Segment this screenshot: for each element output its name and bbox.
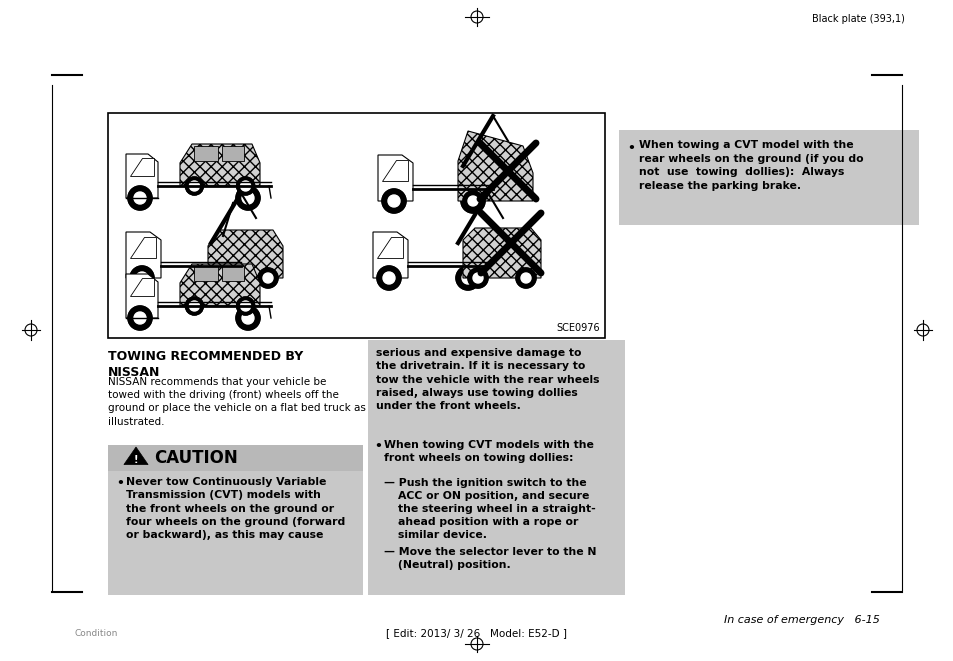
Circle shape xyxy=(242,312,253,324)
Text: ACC or ON position, and secure: ACC or ON position, and secure xyxy=(397,491,589,501)
Text: When towing CVT models with the
front wheels on towing dollies:: When towing CVT models with the front wh… xyxy=(384,440,594,463)
Circle shape xyxy=(128,306,152,330)
Polygon shape xyxy=(221,266,244,281)
Circle shape xyxy=(376,266,400,290)
Text: — Push the ignition switch to the: — Push the ignition switch to the xyxy=(384,478,586,488)
Text: CAUTION: CAUTION xyxy=(153,449,237,467)
Text: — Move the selector lever to the N: — Move the selector lever to the N xyxy=(384,547,596,557)
Polygon shape xyxy=(124,447,148,465)
Circle shape xyxy=(520,273,531,283)
Polygon shape xyxy=(208,230,283,278)
Text: •: • xyxy=(626,142,634,155)
Polygon shape xyxy=(377,155,413,201)
Circle shape xyxy=(235,306,260,330)
Polygon shape xyxy=(373,232,408,278)
Bar xyxy=(108,445,363,471)
Polygon shape xyxy=(130,237,156,258)
Circle shape xyxy=(236,297,254,315)
Polygon shape xyxy=(180,144,260,186)
Polygon shape xyxy=(130,278,153,296)
Polygon shape xyxy=(130,158,153,176)
Text: Condition: Condition xyxy=(75,629,118,638)
Bar xyxy=(108,445,363,595)
Circle shape xyxy=(460,189,484,213)
Polygon shape xyxy=(194,266,218,281)
Circle shape xyxy=(468,196,477,206)
Text: similar device.: similar device. xyxy=(397,530,486,540)
Circle shape xyxy=(263,273,273,283)
Text: When towing a CVT model with the
rear wheels on the ground (if you do
not  use  : When towing a CVT model with the rear wh… xyxy=(639,140,862,191)
Text: SCE0976: SCE0976 xyxy=(556,323,599,333)
Bar xyxy=(368,340,624,595)
Circle shape xyxy=(133,312,146,324)
Circle shape xyxy=(516,268,536,288)
Circle shape xyxy=(130,266,153,290)
Text: In case of emergency   6-15: In case of emergency 6-15 xyxy=(723,615,879,625)
Polygon shape xyxy=(381,160,408,181)
Circle shape xyxy=(473,273,482,283)
Bar xyxy=(108,113,604,338)
Text: serious and expensive damage to
the drivetrain. If it is necessary to
tow the ve: serious and expensive damage to the driv… xyxy=(375,348,598,411)
Circle shape xyxy=(190,301,199,311)
Polygon shape xyxy=(462,228,540,278)
Circle shape xyxy=(133,192,146,204)
Circle shape xyxy=(240,301,251,311)
Polygon shape xyxy=(126,154,158,198)
Text: ahead position with a rope or: ahead position with a rope or xyxy=(397,517,578,527)
Circle shape xyxy=(257,268,277,288)
Polygon shape xyxy=(457,131,533,201)
Circle shape xyxy=(382,272,395,284)
Text: TOWING RECOMMENDED BY
NISSAN: TOWING RECOMMENDED BY NISSAN xyxy=(108,350,303,379)
Circle shape xyxy=(461,272,474,284)
Text: (Neutral) position.: (Neutral) position. xyxy=(397,560,510,570)
Circle shape xyxy=(136,272,148,284)
Bar xyxy=(618,130,918,225)
Text: •: • xyxy=(116,477,124,490)
Circle shape xyxy=(236,177,254,195)
Polygon shape xyxy=(376,237,402,258)
Text: Black plate (393,1): Black plate (393,1) xyxy=(811,14,904,24)
Circle shape xyxy=(185,297,203,315)
Circle shape xyxy=(209,266,233,290)
Circle shape xyxy=(185,177,203,195)
Circle shape xyxy=(128,186,152,210)
Circle shape xyxy=(214,272,227,284)
Circle shape xyxy=(190,181,199,191)
Text: !: ! xyxy=(133,455,138,465)
Circle shape xyxy=(467,195,478,207)
Circle shape xyxy=(468,268,488,288)
Polygon shape xyxy=(221,146,244,161)
Circle shape xyxy=(456,266,479,290)
Text: NISSAN recommends that your vehicle be
towed with the driving (front) wheels off: NISSAN recommends that your vehicle be t… xyxy=(108,377,366,426)
Text: the steering wheel in a straight-: the steering wheel in a straight- xyxy=(397,504,595,514)
Circle shape xyxy=(240,181,251,191)
Circle shape xyxy=(462,191,482,211)
Text: •: • xyxy=(374,440,381,453)
Polygon shape xyxy=(194,146,218,161)
Circle shape xyxy=(388,195,399,207)
Circle shape xyxy=(235,186,260,210)
Polygon shape xyxy=(126,274,158,318)
Polygon shape xyxy=(126,232,161,278)
Circle shape xyxy=(381,189,406,213)
Polygon shape xyxy=(180,264,260,306)
Text: Never tow Continuously Variable
Transmission (CVT) models with
the front wheels : Never tow Continuously Variable Transmis… xyxy=(126,477,345,541)
Text: [ Edit: 2013/ 3/ 26   Model: E52-D ]: [ Edit: 2013/ 3/ 26 Model: E52-D ] xyxy=(386,628,567,638)
Circle shape xyxy=(242,192,253,204)
